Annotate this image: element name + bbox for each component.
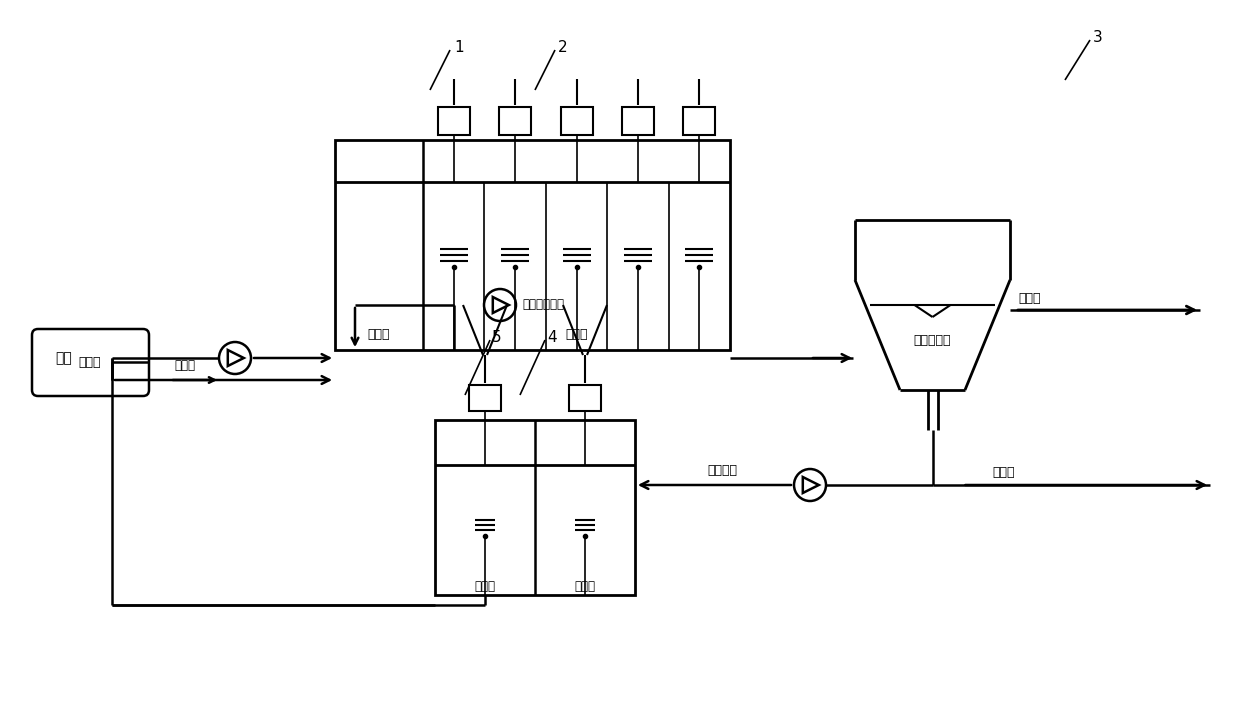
Text: 污泥回流: 污泥回流 <box>708 464 738 477</box>
Text: 硝化液回流管: 硝化液回流管 <box>522 299 564 311</box>
Bar <box>569 385 601 411</box>
Text: 进水: 进水 <box>55 351 72 365</box>
Bar <box>560 107 593 135</box>
Bar <box>435 420 635 595</box>
Text: 厌氧池: 厌氧池 <box>475 580 496 594</box>
Bar <box>438 107 470 135</box>
Bar <box>622 107 653 135</box>
Text: 出水口: 出水口 <box>1018 292 1040 305</box>
Text: 排泥管: 排泥管 <box>992 466 1016 479</box>
Text: 空压机: 空压机 <box>79 356 102 368</box>
Bar <box>683 107 715 135</box>
Text: 4: 4 <box>547 331 557 346</box>
Text: 二次沉淀池: 二次沉淀池 <box>914 333 951 346</box>
Text: 1: 1 <box>454 41 464 55</box>
Bar <box>498 107 531 135</box>
Text: 曝气管: 曝气管 <box>175 359 196 372</box>
FancyBboxPatch shape <box>32 329 149 396</box>
Text: 缺氧池: 缺氧池 <box>574 580 595 594</box>
Text: 3: 3 <box>1092 31 1102 46</box>
Bar <box>335 140 730 350</box>
Text: 缺氧池: 缺氧池 <box>368 328 391 341</box>
Text: 2: 2 <box>558 41 568 55</box>
Text: 5: 5 <box>492 331 502 346</box>
Text: 好氧池: 好氧池 <box>565 328 588 341</box>
Bar <box>469 385 501 411</box>
